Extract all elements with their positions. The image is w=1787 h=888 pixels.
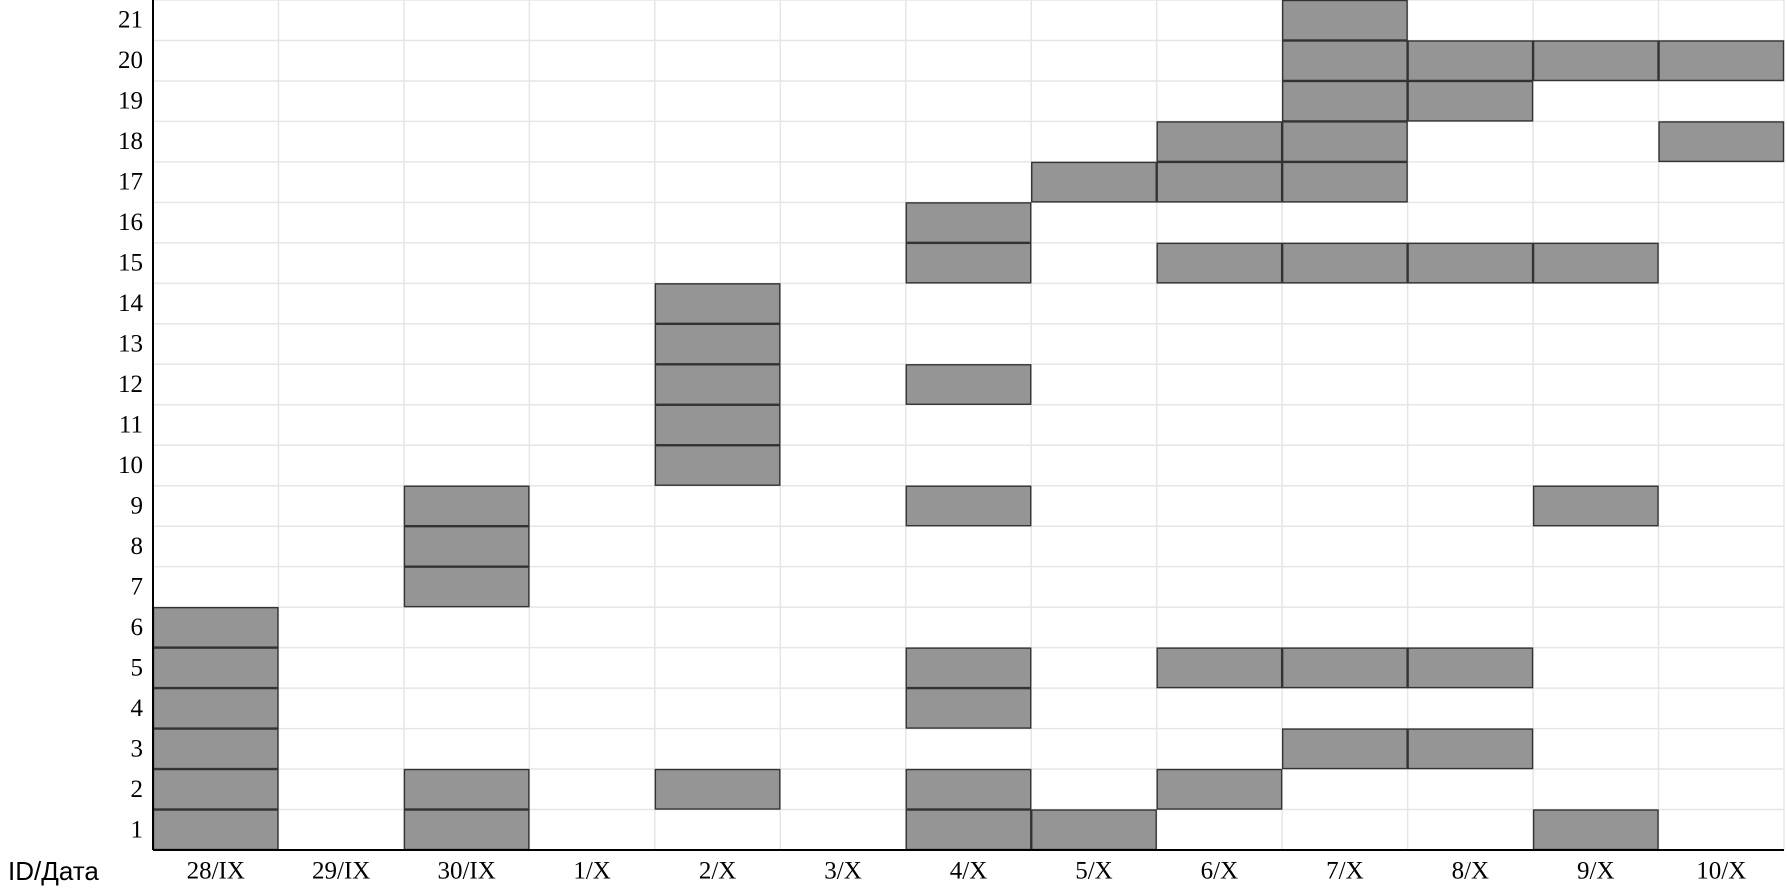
filled-cell — [1156, 161, 1283, 203]
filled-cell — [1281, 728, 1408, 770]
filled-cell — [1156, 647, 1283, 689]
x-tick-label: 5/X — [1075, 858, 1113, 885]
y-tick-label: 3 — [131, 735, 144, 762]
x-tick-label: 4/X — [950, 858, 988, 885]
y-tick-label: 17 — [118, 169, 143, 196]
x-tick-labels: 28/IX 29/IX 30/IX 1/X 2/X 3/X 4/X 5/X 6/X 7/X 8/X 9… — [187, 858, 1747, 885]
filled-cell — [1156, 768, 1283, 810]
y-tick-label: 1 — [131, 816, 144, 843]
y-tick-label: 15 — [118, 250, 143, 277]
y-tick-label: 13 — [118, 331, 143, 358]
filled-cell — [1407, 40, 1534, 82]
x-tick-label: 8/X — [1452, 858, 1490, 885]
filled-cell — [1281, 121, 1408, 163]
filled-cell — [403, 809, 530, 851]
y-tick-label: 21 — [118, 7, 143, 34]
x-tick-label: 2/X — [699, 858, 737, 885]
filled-cell — [1156, 242, 1283, 284]
filled-cell — [905, 485, 1032, 527]
filled-cell — [403, 768, 530, 810]
x-tick-label: 28/IX — [187, 858, 245, 885]
y-tick-label: 12 — [118, 371, 143, 398]
filled-cell — [403, 485, 530, 527]
filled-cell — [1031, 809, 1157, 851]
filled-cell — [1281, 0, 1408, 41]
filled-cell — [152, 647, 279, 689]
y-tick-label: 7 — [131, 573, 144, 600]
filled-cell — [1407, 242, 1534, 284]
y-tick-label: 5 — [131, 654, 144, 681]
y-tick-label: 2 — [131, 776, 144, 803]
filled-cell — [1407, 647, 1534, 689]
x-tick-label: 10/X — [1696, 858, 1746, 885]
filled-cells — [152, 0, 1785, 851]
y-tick-label: 18 — [118, 128, 143, 155]
filled-cell — [905, 364, 1032, 405]
y-tick-label: 19 — [118, 88, 143, 115]
filled-cell — [1407, 80, 1534, 122]
filled-cell — [1532, 242, 1659, 284]
y-tick-label: 4 — [131, 695, 144, 722]
filled-cell — [905, 687, 1032, 729]
filled-cell — [1031, 161, 1157, 203]
filled-cell — [1281, 647, 1408, 689]
x-tick-label: 1/X — [573, 858, 611, 885]
filled-cell — [654, 323, 781, 365]
y-tick-label: 20 — [118, 47, 143, 74]
filled-cell — [152, 728, 279, 770]
filled-cell — [1658, 40, 1785, 82]
y-tick-label: 16 — [118, 209, 143, 236]
filled-cell — [905, 647, 1032, 689]
y-tick-label: 8 — [131, 533, 144, 560]
filled-cell — [1532, 40, 1659, 82]
filled-cell — [403, 566, 530, 608]
filled-cell — [905, 242, 1032, 284]
filled-cell — [905, 809, 1032, 851]
x-tick-label: 6/X — [1201, 858, 1239, 885]
axes — [152, 0, 1784, 851]
filled-cell — [1281, 242, 1408, 284]
filled-cell — [1281, 161, 1408, 203]
filled-cell — [152, 687, 279, 729]
x-tick-label: 9/X — [1577, 858, 1615, 885]
x-tick-label: 30/IX — [437, 858, 495, 885]
y-tick-label: 14 — [118, 290, 144, 317]
x-tick-label: 7/X — [1326, 858, 1364, 885]
filled-cell — [1407, 728, 1534, 770]
y-tick-label: 6 — [131, 614, 144, 641]
filled-cell — [1532, 485, 1659, 527]
filled-cell — [1156, 121, 1283, 163]
filled-cell — [1658, 121, 1785, 163]
y-tick-label: 11 — [119, 412, 143, 439]
filled-cell — [654, 445, 781, 486]
x-tick-label: 3/X — [824, 858, 862, 885]
filled-cell — [654, 768, 781, 810]
filled-cell — [152, 606, 279, 648]
filled-cell — [654, 283, 781, 325]
filled-cell — [905, 768, 1032, 810]
filled-cell — [1281, 80, 1408, 122]
filled-cell — [152, 768, 279, 810]
filled-cell — [1281, 40, 1408, 82]
y-tick-label: 10 — [118, 452, 143, 479]
corner-axis-label: ID/Дата — [8, 856, 99, 886]
filled-cell — [152, 809, 279, 851]
filled-cell — [403, 525, 530, 567]
filled-cell — [654, 364, 781, 405]
filled-cell — [905, 202, 1032, 244]
y-tick-label: 9 — [131, 492, 144, 519]
filled-cell — [1532, 809, 1659, 851]
filled-cell — [654, 404, 781, 446]
x-tick-label: 29/IX — [312, 858, 370, 885]
